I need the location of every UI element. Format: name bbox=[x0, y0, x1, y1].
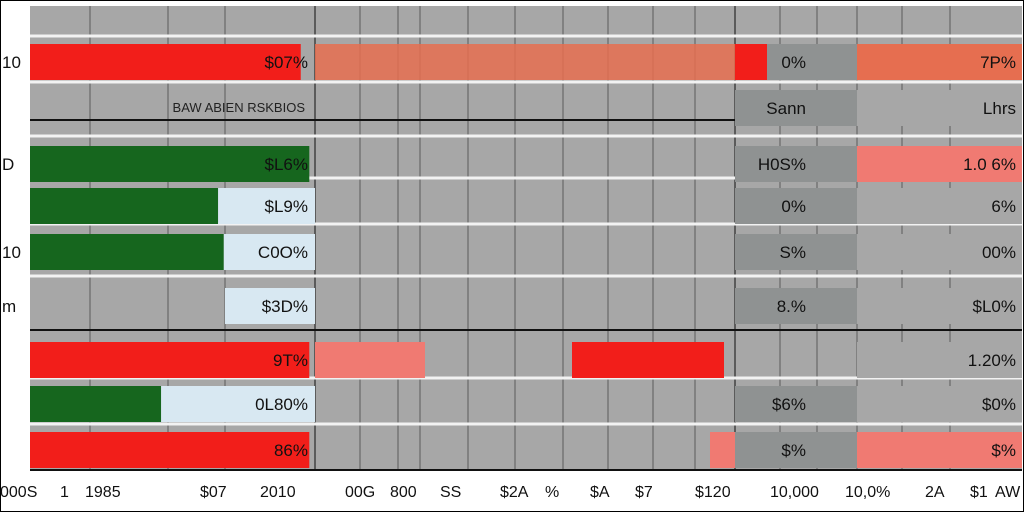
row-5-left-cell bbox=[225, 288, 315, 324]
bottom-tick-label-15: 2A bbox=[925, 484, 945, 501]
bottom-tick-label-14: 10,0% bbox=[845, 484, 890, 501]
bottom-tick-label-4: 2010 bbox=[260, 484, 296, 501]
row-8-salmon-block bbox=[710, 432, 735, 468]
row-5-right-cell bbox=[857, 288, 1022, 324]
bottom-tick-label-13: 10,000 bbox=[770, 484, 819, 501]
row-0-orange-band bbox=[315, 44, 735, 80]
row-4-right-cell bbox=[857, 234, 1022, 270]
bottom-tick-label-3: $07 bbox=[200, 484, 227, 501]
row-6-red-block bbox=[572, 342, 724, 378]
row-1-right-cell bbox=[857, 90, 1022, 126]
row-1-mid-cell bbox=[735, 90, 857, 126]
row-6-left-value: 9T% bbox=[273, 351, 308, 370]
row-0-right-value: 7P% bbox=[980, 53, 1016, 72]
row-4-left-bar bbox=[30, 234, 224, 270]
bottom-tick-label-11: $7 bbox=[635, 484, 653, 501]
row-7-left-value: 0L80% bbox=[255, 395, 308, 414]
row-0-left-bar bbox=[30, 44, 301, 80]
row-3-left-bar bbox=[30, 188, 219, 224]
row-4-left-remainder bbox=[223, 234, 315, 270]
bottom-tick-label-17: AW bbox=[995, 484, 1021, 501]
row-4-mid-text: S% bbox=[780, 243, 806, 262]
row-8-left-value: 86% bbox=[274, 441, 308, 460]
row-6-right-value: 1.20% bbox=[968, 351, 1016, 370]
row-4-right-value: 00% bbox=[982, 243, 1016, 262]
chart-bottom-ticks: 000S 1 1985 $07 2010 00G 800 SS $2A% $A $7 $120 10,0… bbox=[0, 484, 1021, 501]
row-1-mid-text: Sann bbox=[766, 99, 806, 118]
chart-labels: $07% 0% 7P% 10 BAW ABIEN RSKBIOS Sann Lhrs $L6%… bbox=[2, 53, 1016, 460]
row-0-left-value: $07% bbox=[265, 53, 308, 72]
row-2-mid-text: H0S% bbox=[758, 155, 806, 174]
row-3-mid-cell bbox=[735, 188, 857, 224]
row-5-mid-cell bbox=[735, 288, 857, 324]
row-3-left-value: $L9% bbox=[265, 197, 308, 216]
bottom-tick-label-6: 800 bbox=[390, 484, 417, 501]
row-3-mid-text: 0% bbox=[781, 197, 806, 216]
row-7-mid-cell bbox=[735, 386, 857, 422]
row-7-right-value: $0% bbox=[982, 395, 1016, 414]
row-7-right-cell bbox=[857, 386, 1022, 422]
row-4-left-value: C0O% bbox=[258, 243, 308, 262]
row-8-mid-text: $% bbox=[781, 441, 806, 460]
row-1-right-value: Lhrs bbox=[983, 99, 1016, 118]
row-3-right-cell bbox=[857, 188, 1022, 224]
row-6-salmon-block bbox=[315, 342, 425, 378]
bottom-tick-label-7: SS bbox=[440, 484, 461, 501]
row-0-right-cell bbox=[857, 44, 1022, 80]
row-6-right-cell bbox=[857, 342, 1022, 378]
bottom-tick-label-8: $2A bbox=[500, 484, 529, 501]
row-5-edge-label: m bbox=[2, 297, 16, 316]
row-7-mid-text: $6% bbox=[772, 395, 806, 414]
row-2-right-value: 1.0 6% bbox=[963, 155, 1016, 174]
row-8-mid-cell bbox=[735, 432, 857, 468]
bottom-tick-label-0: 000S bbox=[0, 484, 37, 501]
bottom-tick-label-5: 00G bbox=[345, 484, 375, 501]
row-5-mid-text: 8.% bbox=[777, 297, 806, 316]
row-2-left-bar bbox=[30, 146, 310, 182]
bottom-tick-label-1: 1 bbox=[60, 484, 69, 501]
row-5-right-value: $L0% bbox=[973, 297, 1016, 316]
bottom-tick-label-10: $A bbox=[590, 484, 610, 501]
row-5-left-value: $3D% bbox=[262, 297, 308, 316]
row-2-mid-cell bbox=[735, 146, 857, 182]
row-7-left-remainder bbox=[161, 386, 315, 422]
row-6-left-bar bbox=[30, 342, 310, 378]
row-2-left-value: $L6% bbox=[265, 155, 308, 174]
bottom-tick-label-12: $120 bbox=[695, 484, 731, 501]
row-3-right-value: 6% bbox=[991, 197, 1016, 216]
bottom-tick-label-16: $1 bbox=[970, 484, 988, 501]
row-0-mid-text: 0% bbox=[781, 53, 806, 72]
chart-bars bbox=[30, 44, 1022, 468]
row-7-left-bar bbox=[30, 386, 162, 422]
row-4-mid-cell bbox=[735, 234, 857, 270]
bottom-tick-label-2: 1985 bbox=[85, 484, 121, 501]
bottom-tick-label-9: % bbox=[545, 484, 559, 501]
row-3-left-remainder bbox=[218, 188, 315, 224]
row-8-right-cell bbox=[857, 432, 1022, 468]
row-1-left-caption: BAW ABIEN RSKBIOS bbox=[173, 100, 306, 115]
row-2-right-cell bbox=[857, 146, 1022, 182]
row-8-left-bar bbox=[30, 432, 310, 468]
row-0-red-block bbox=[735, 44, 767, 80]
row-4-edge-label: 10 bbox=[2, 243, 21, 262]
row-2-edge-label: D bbox=[2, 155, 14, 174]
row-8-right-value: $% bbox=[991, 441, 1016, 460]
row-0-edge-label: 10 bbox=[2, 53, 21, 72]
